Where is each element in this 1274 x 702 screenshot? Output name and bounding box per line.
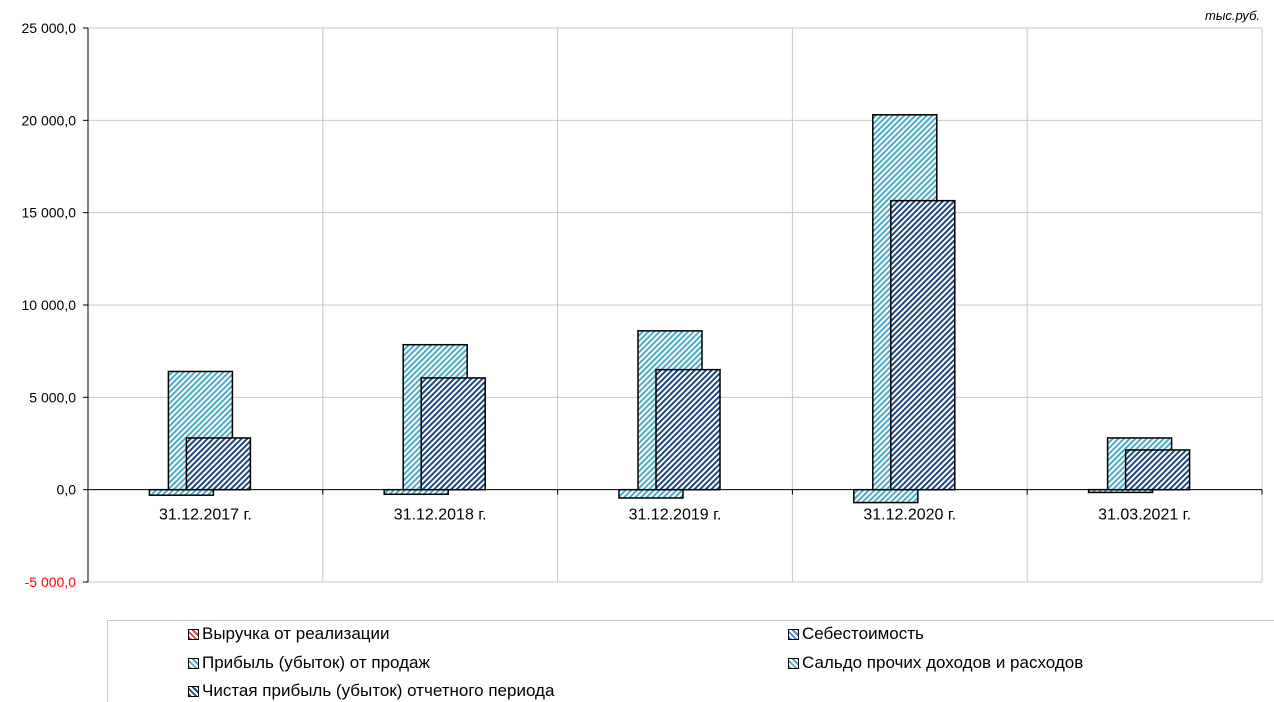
legend-label-other-balance: Сальдо прочих доходов и расходов [802, 653, 1084, 672]
axes: -5 000,0 0,0 5 000,0 10 000,0 15 000,0 20 000… [22, 20, 1263, 590]
legend-item-revenue: Выручка от реализации [188, 624, 390, 644]
unit-label: тыс.руб. [1204, 8, 1260, 23]
legend-item-sales-profit: Прибыль (убыток) от продаж [188, 653, 430, 673]
bar-series-4-cat-2 [655, 368, 721, 491]
bar-series-2-cat-2 [618, 488, 684, 499]
legend-item-other-balance: Сальдо прочих доходов и расходов [788, 653, 1083, 673]
y-tick-label: 10 000,0 [22, 297, 77, 313]
x-tick-label: 31.12.2019 г. [629, 507, 722, 524]
legend: Выручка от реализации Себестоимость Приб… [107, 620, 1274, 702]
x-tick-label: 31.12.2017 г. [159, 507, 252, 524]
legend-label-cost: Себестоимость [802, 624, 924, 643]
y-tick-label: 15 000,0 [22, 205, 77, 221]
legend-swatch-other-balance [788, 657, 799, 669]
legend-swatch-sales-profit [188, 657, 199, 669]
y-tick-label: 25 000,0 [22, 20, 77, 36]
bar-series-2-cat-3 [853, 488, 919, 504]
legend-swatch-net-profit [188, 685, 199, 697]
x-tick-label: 31.12.2018 г. [394, 507, 487, 524]
legend-swatch-cost [788, 628, 799, 640]
bar-series-2-cat-0 [148, 488, 215, 496]
bars [148, 114, 1191, 504]
bar-series-4-cat-1 [420, 377, 486, 491]
grid [88, 27, 1263, 583]
legend-item-cost: Себестоимость [788, 624, 924, 644]
bar-series-4-cat-4 [1124, 449, 1191, 491]
legend-item-net-profit: Чистая прибыль (убыток) отчетного период… [188, 681, 554, 701]
y-tick-label: 0,0 [57, 482, 77, 498]
y-tick-label: 20 000,0 [22, 112, 77, 128]
x-tick-label: 31.03.2021 г. [1098, 507, 1191, 524]
legend-swatch-revenue [188, 628, 199, 640]
bar-series-4-cat-3 [890, 199, 956, 491]
x-tick-label: 31.12.2020 г. [863, 507, 956, 524]
y-tick-label: -5 000,0 [25, 574, 77, 590]
legend-label-net-profit: Чистая прибыль (убыток) отчетного период… [202, 681, 555, 700]
legend-label-revenue: Выручка от реализации [202, 624, 390, 643]
y-tick-label: 5 000,0 [29, 389, 76, 405]
bar-series-4-cat-0 [185, 437, 252, 491]
legend-label-sales-profit: Прибыль (убыток) от продаж [202, 653, 430, 672]
chart: -5 000,0 0,0 5 000,0 10 000,0 15 000,0 20 000… [22, 20, 1263, 590]
